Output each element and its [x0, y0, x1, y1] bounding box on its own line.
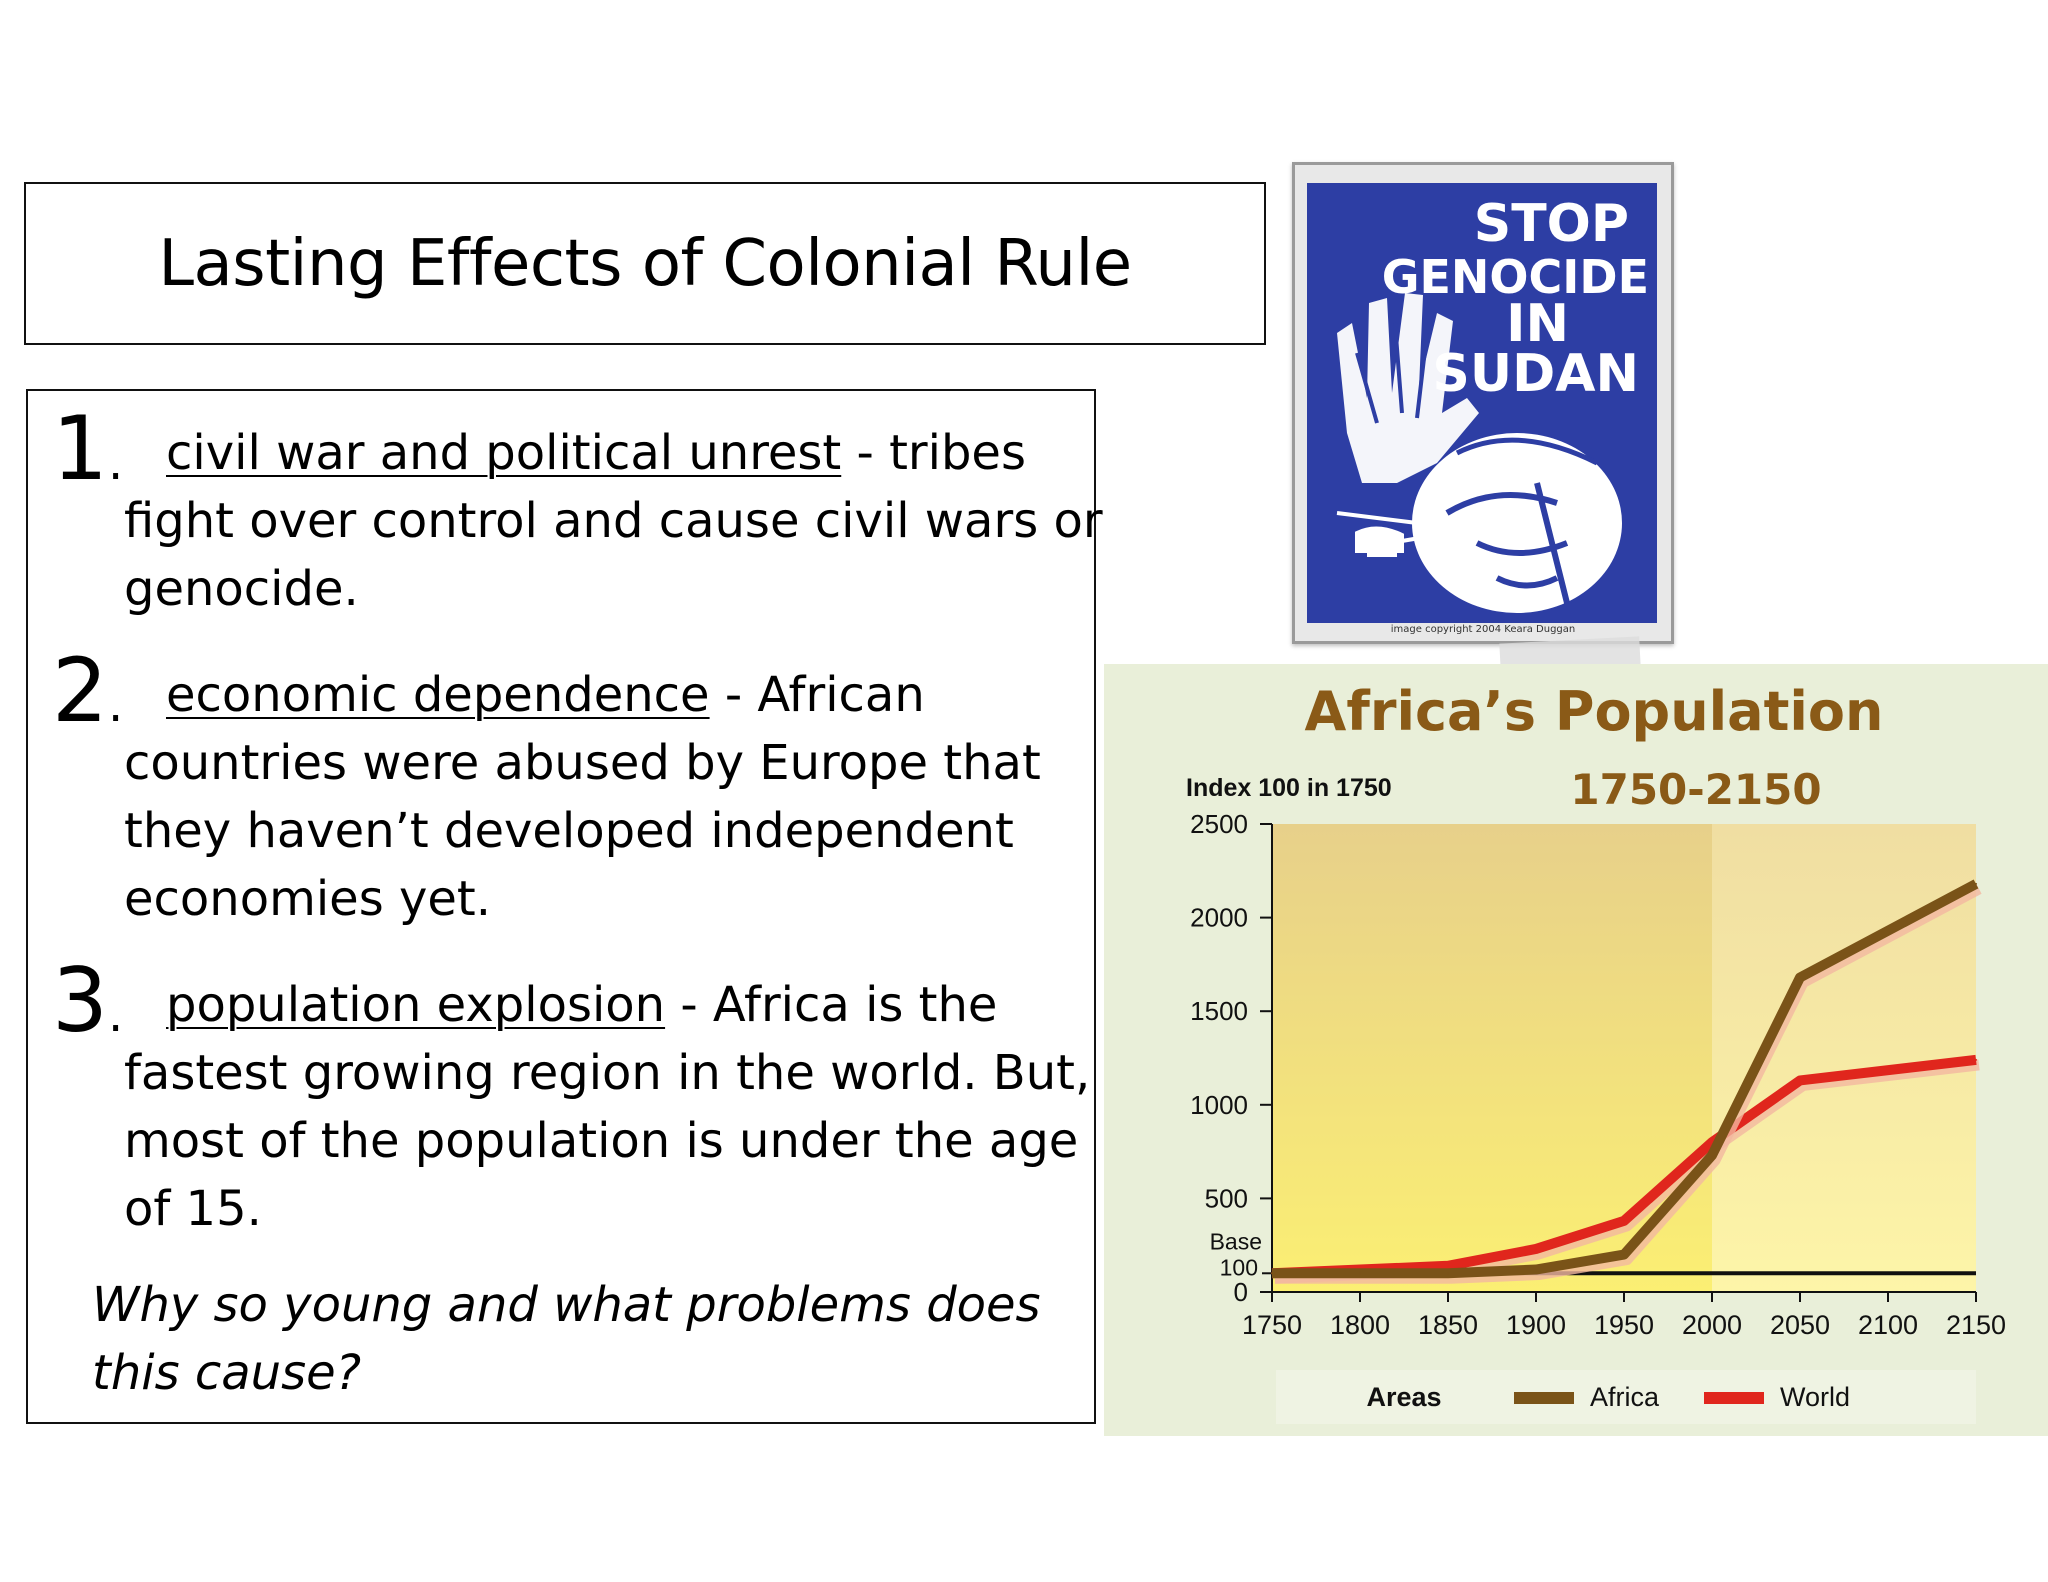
face-icon — [1412, 433, 1622, 613]
poster-line-3: IN — [1506, 294, 1569, 354]
x-tick-label: 2150 — [1946, 1310, 2006, 1340]
data-point-africa — [1447, 1272, 1449, 1275]
helicopter-icon — [1336, 511, 1438, 557]
list-item-2: 2. economic dependence - African countrie… — [52, 647, 1104, 933]
legend-swatch-africa — [1514, 1392, 1574, 1404]
legend-box — [1276, 1370, 1976, 1424]
data-point-africa — [1359, 1272, 1361, 1275]
y-axis-label: Index 100 in 1750 — [1186, 774, 1392, 802]
title-box: Lasting Effects of Colonial Rule — [24, 182, 1266, 345]
x-tick-label: 2000 — [1682, 1310, 1742, 1340]
chart-title: Africa’s Population — [1305, 680, 1884, 743]
poster-artwork: STOP GENOCIDE IN SUDAN — [1307, 183, 1657, 623]
item-term: population explosion — [166, 977, 666, 1033]
x-tick-label: 1800 — [1330, 1310, 1390, 1340]
data-point-africa — [1975, 882, 1977, 885]
poster-line-1: STOP — [1474, 194, 1629, 254]
x-tick-label: 1900 — [1506, 1310, 1566, 1340]
item-number: 1. — [52, 397, 124, 500]
data-point-africa — [1799, 976, 1801, 979]
x-tick-label: 1850 — [1418, 1310, 1478, 1340]
y-tick-label: 0 — [1234, 1277, 1248, 1307]
x-tick-label: 2100 — [1858, 1310, 1918, 1340]
content-box: 1. civil war and political unrest - tribe… — [26, 389, 1103, 1424]
data-point-world — [1799, 1079, 1801, 1082]
population-chart: Africa’s Population 1750-2150 Index 100 … — [1186, 680, 2006, 1424]
y-tick-label: 500 — [1205, 1183, 1248, 1213]
list-item-3: 3. population explosion - Africa is the f… — [52, 957, 1104, 1243]
historical-region — [1272, 824, 1712, 1292]
legend-label-world: World — [1780, 1382, 1850, 1412]
data-point-africa — [1623, 1253, 1625, 1256]
discussion-question: Why so young and what problems does this… — [92, 1277, 1041, 1401]
base-annotation: Base — [1210, 1228, 1262, 1254]
legend-swatch-world — [1704, 1392, 1764, 1404]
x-tick-label: 2050 — [1770, 1310, 1830, 1340]
list-item-1: 1. civil war and political unrest - tribe… — [52, 405, 1104, 623]
y-tick-label: 2500 — [1190, 809, 1248, 839]
base-annotation: 100 — [1220, 1254, 1258, 1280]
slide-title: Lasting Effects of Colonial Rule — [158, 226, 1132, 301]
data-point-africa — [1711, 1154, 1713, 1157]
data-point-world — [1447, 1264, 1449, 1267]
item-text: - Africa is the fastest growing region i… — [124, 977, 1091, 1237]
poster-line-4: SUDAN — [1432, 344, 1639, 404]
series-line-africa — [1272, 879, 1979, 1279]
poster-illustration: STOP GENOCIDE IN SUDAN — [1336, 194, 1649, 613]
legend-label-africa: Africa — [1590, 1382, 1660, 1412]
legend-title: Areas — [1366, 1382, 1441, 1412]
data-point-world — [1623, 1219, 1625, 1222]
item-number: 3. — [52, 949, 124, 1052]
raised-hand-icon — [1337, 293, 1479, 483]
x-tick-label: 1750 — [1242, 1310, 1302, 1340]
data-point-world — [1711, 1141, 1713, 1144]
chart-panel: Africa’s Population 1750-2150 Index 100 … — [1104, 664, 2048, 1436]
poster-line-2: GENOCIDE — [1382, 250, 1649, 304]
data-point-world — [1535, 1247, 1537, 1250]
item-text: - tribes fight over control and cause ci… — [124, 425, 1103, 617]
data-point-africa — [1271, 1272, 1273, 1275]
chart-subtitle: 1750-2150 — [1570, 765, 1821, 814]
data-point-africa — [1535, 1268, 1537, 1271]
y-tick-label: 1000 — [1190, 1090, 1248, 1120]
item-term: economic dependence — [166, 667, 710, 723]
x-tick-label: 1950 — [1594, 1310, 1654, 1340]
genocide-poster: STOP GENOCIDE IN SUDAN image copyright 2… — [1292, 162, 1674, 644]
data-point-world — [1975, 1058, 1977, 1061]
item-number: 2. — [52, 639, 124, 742]
item-text: - African countries were abused by Europ… — [124, 667, 1041, 927]
item-term: civil war and political unrest — [166, 425, 842, 481]
y-tick-label: 2000 — [1190, 903, 1248, 933]
y-tick-label: 1500 — [1190, 996, 1248, 1026]
poster-credit: image copyright 2004 Keara Duggan — [1390, 624, 1576, 635]
projection-region — [1712, 824, 1976, 1292]
